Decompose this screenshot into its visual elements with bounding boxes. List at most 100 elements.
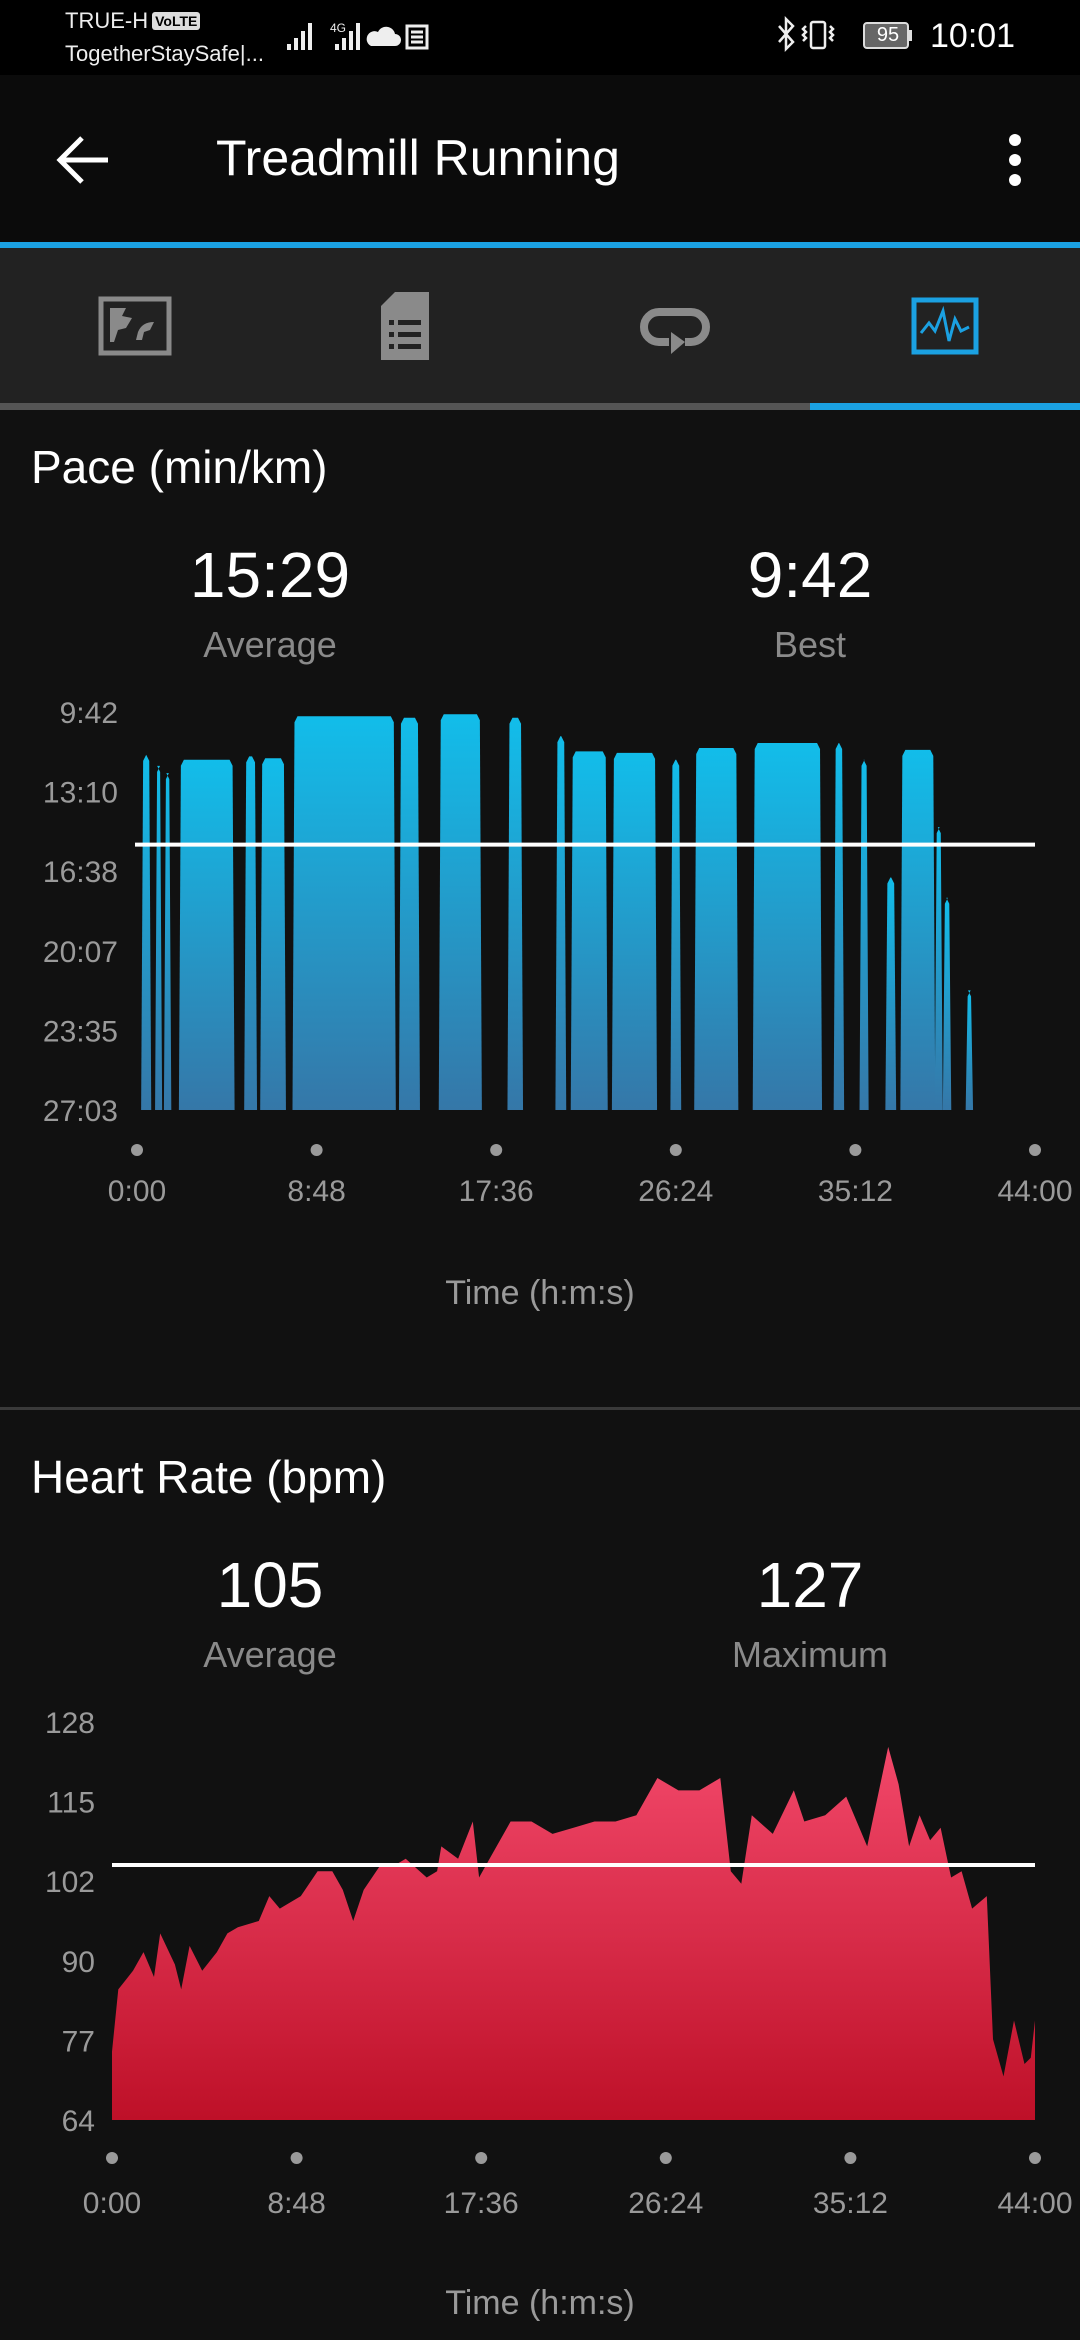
heart-rate-average-label: Average (203, 1634, 337, 1675)
tab-laps[interactable] (540, 248, 810, 403)
notification-text: TogetherStaySafe|... (65, 41, 264, 66)
vibrate-icon (801, 20, 835, 50)
heart-rate-x-tick-label: 44:00 (997, 2187, 1072, 2220)
clock: 10:01 (930, 17, 1016, 55)
heart-rate-max-value: 127 (756, 1549, 864, 1621)
heart-rate-x-tick-label: 0:00 (83, 2187, 141, 2220)
heart-rate-x-tick-dot (1029, 2152, 1041, 2164)
pace-segment (611, 752, 658, 1110)
pace-segment (942, 897, 952, 1110)
app-bar (0, 75, 1080, 243)
system-icons (778, 16, 912, 53)
tab-indicator-track (0, 403, 1080, 410)
pace-x-tick-label: 26:24 (638, 1175, 713, 1208)
tab-map[interactable] (0, 248, 270, 403)
tab-indicator (810, 403, 1080, 410)
pace-x-tick-label: 35:12 (818, 1175, 893, 1208)
pace-x-tick-dot (131, 1144, 143, 1156)
pace-segment (833, 742, 845, 1110)
pace-segment (438, 714, 482, 1110)
heart-rate-area (112, 1746, 1035, 2120)
heart-rate-average-value: 105 (216, 1549, 324, 1621)
pace-segment (694, 747, 739, 1110)
pace-y-tick-label: 27:03 (43, 1095, 118, 1128)
signal-icon (287, 23, 312, 50)
pace-segment (292, 716, 396, 1110)
svg-text:4G: 4G (330, 21, 346, 35)
pace-segment (900, 749, 936, 1110)
accent-line (0, 242, 1080, 248)
signal-icons: 4G (287, 21, 429, 50)
section-divider (0, 1407, 1080, 1410)
arrow-left-icon (56, 136, 108, 184)
more-options-button[interactable] (1000, 130, 1030, 190)
bluetooth-icon (778, 16, 795, 53)
pace-section-title: Pace (min/km) (31, 441, 328, 493)
pace-average-value: 15:29 (189, 539, 351, 611)
heart-rate-x-tick-dot (475, 2152, 488, 2164)
battery-icon (863, 22, 912, 49)
pace-segment (859, 759, 869, 1110)
status-bar: TRUE-H VoLTE TogetherStaySafe|... 4G 95 1… (0, 0, 1080, 75)
pace-x-tick-dot (310, 1144, 323, 1156)
news-icon (405, 24, 429, 50)
heart-rate-y-tick-label: 77 (62, 2025, 95, 2058)
pace-segment (398, 717, 420, 1110)
heart-rate-y-tick-label: 128 (45, 1707, 95, 1740)
pace-segment (155, 765, 163, 1110)
pace-y-tick-label: 16:38 (43, 856, 118, 889)
more-vertical-icon (1009, 134, 1021, 186)
carrier: TRUE-H VoLTE (65, 8, 201, 34)
document-list-icon (381, 291, 429, 360)
heart-rate-chart: 128 115 102 90 77 64 0:00 8:48 17:36 26:24 35:12 44… (45, 1707, 1073, 2220)
chart-pulse-icon (911, 297, 979, 354)
heart-rate-x-tick-label: 35:12 (813, 2187, 888, 2220)
volte-badge: VoLTE (152, 12, 201, 30)
pace-x-tick-label: 44:00 (997, 1175, 1072, 1208)
pace-y-tick-label: 20:07 (43, 936, 118, 969)
heart-rate-x-tick-label: 17:36 (444, 2187, 519, 2220)
pace-segment (670, 759, 682, 1110)
pace-segment (163, 773, 172, 1110)
pace-segment (965, 990, 974, 1110)
battery-level: 95 (876, 24, 900, 46)
heart-rate-x-tick-dot (290, 2152, 303, 2164)
tab-bar (0, 248, 1080, 410)
tab-details[interactable] (270, 248, 540, 403)
pace-segment (752, 742, 823, 1110)
heart-rate-max-label: Maximum (731, 1634, 888, 1675)
heart-rate-y-tick-label: 102 (45, 1866, 95, 1899)
cloud-icon (366, 26, 401, 46)
pace-segment (507, 717, 524, 1110)
pace-y-tick-label: 23:35 (43, 1015, 118, 1048)
carrier-name: TRUE-H (65, 8, 149, 33)
heart-rate-y-tick-label: 115 (47, 1787, 95, 1820)
heart-rate-y-tick-label: 90 (62, 1946, 95, 1979)
pace-x-axis-title: Time (h:m:s) (445, 1274, 635, 1312)
pace-chart: 9:42 13:10 16:38 20:07 23:35 27:03 0:00 8:48 17:… (43, 697, 1073, 1208)
pace-x-tick-dot (849, 1144, 862, 1156)
heart-rate-x-tick-dot (659, 2152, 672, 2164)
heart-rate-x-tick-label: 8:48 (267, 2187, 325, 2220)
pace-x-tick-label: 8:48 (287, 1175, 345, 1208)
pace-y-tick-label: 9:42 (60, 697, 118, 730)
laps-loop-icon (640, 307, 710, 354)
4g-signal-icon: 4G (330, 21, 360, 50)
pace-x-tick-dot (669, 1144, 682, 1156)
pace-segment (178, 759, 235, 1110)
heart-rate-y-tick-label: 64 (62, 2105, 95, 2138)
pace-x-tick-label: 0:00 (108, 1175, 166, 1208)
pace-x-tick-dot (490, 1144, 503, 1156)
tab-charts[interactable] (810, 248, 1080, 403)
pace-best-label: Best (773, 624, 847, 665)
pace-average-label: Average (203, 624, 337, 665)
page-title: Treadmill Running (216, 130, 620, 186)
heart-rate-x-tick-label: 26:24 (628, 2187, 703, 2220)
pace-segment (555, 736, 567, 1110)
back-button[interactable] (52, 130, 112, 190)
pace-x-tick-label: 17:36 (459, 1175, 534, 1208)
heart-rate-x-axis-title: Time (h:m:s) (445, 2284, 635, 2322)
pace-segment (934, 827, 943, 1110)
heart-rate-x-tick-dot (844, 2152, 857, 2164)
heart-rate-x-tick-dot (106, 2152, 118, 2164)
